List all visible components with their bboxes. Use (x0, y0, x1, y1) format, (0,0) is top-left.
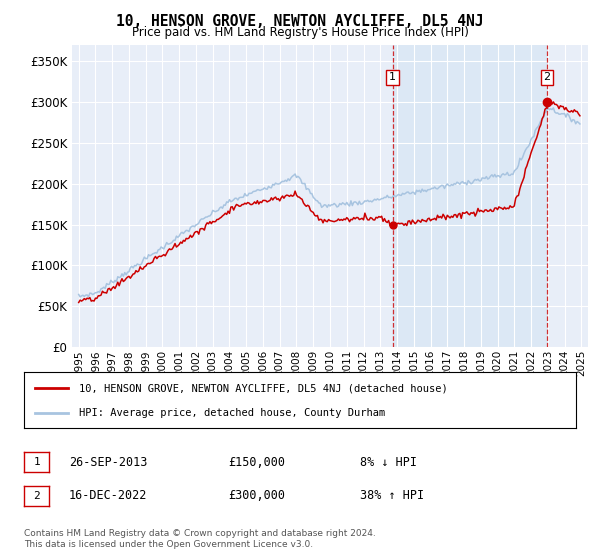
Text: 16-DEC-2022: 16-DEC-2022 (69, 489, 148, 502)
Text: 1: 1 (33, 457, 40, 467)
Text: 1: 1 (389, 72, 396, 82)
Text: 10, HENSON GROVE, NEWTON AYCLIFFE, DL5 4NJ (detached house): 10, HENSON GROVE, NEWTON AYCLIFFE, DL5 4… (79, 383, 448, 393)
Text: £300,000: £300,000 (228, 489, 285, 502)
Text: 26-SEP-2013: 26-SEP-2013 (69, 455, 148, 469)
Text: 38% ↑ HPI: 38% ↑ HPI (360, 489, 424, 502)
Text: 8% ↓ HPI: 8% ↓ HPI (360, 455, 417, 469)
Text: Price paid vs. HM Land Registry's House Price Index (HPI): Price paid vs. HM Land Registry's House … (131, 26, 469, 39)
Bar (392, 45, 547, 347)
Text: 2: 2 (33, 491, 40, 501)
Text: £150,000: £150,000 (228, 455, 285, 469)
Text: 2: 2 (544, 72, 551, 82)
Text: Contains HM Land Registry data © Crown copyright and database right 2024.
This d: Contains HM Land Registry data © Crown c… (24, 529, 376, 549)
Text: HPI: Average price, detached house, County Durham: HPI: Average price, detached house, Coun… (79, 408, 385, 418)
Text: 10, HENSON GROVE, NEWTON AYCLIFFE, DL5 4NJ: 10, HENSON GROVE, NEWTON AYCLIFFE, DL5 4… (116, 14, 484, 29)
